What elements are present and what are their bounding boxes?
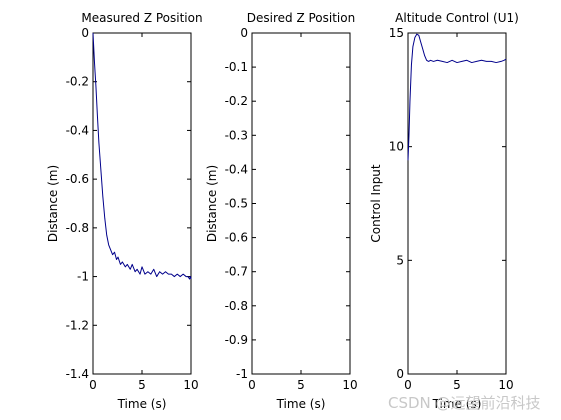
x-tick-label: 10 xyxy=(498,378,513,392)
y-tick-label: -1 xyxy=(77,270,89,284)
y-tick-label: -0.2 xyxy=(66,75,89,89)
x-tick-label: 10 xyxy=(183,378,198,392)
y-tick-label: 10 xyxy=(389,140,404,154)
series-line-1 xyxy=(407,33,507,161)
x-tick-label: 5 xyxy=(453,378,461,392)
chart-title: Desired Z Position xyxy=(247,11,355,25)
x-axis-label: Time (s) xyxy=(432,397,482,411)
x-tick-label: 0 xyxy=(404,378,412,392)
y-tick-label: -0.1 xyxy=(225,60,248,74)
watermark: CSDN @远望前沿科技 xyxy=(388,394,541,412)
subplot-3: Altitude Control (U1) Time (s) Control Inp… xyxy=(369,11,519,411)
x-tick-label: 5 xyxy=(297,378,305,392)
y-axis-label: Distance (m) xyxy=(46,165,60,242)
x-tick-label: 5 xyxy=(138,378,146,392)
y-axis-label: Distance (m) xyxy=(205,165,219,242)
x-axis-label: Time (s) xyxy=(117,397,167,411)
y-tick-label: -1.2 xyxy=(66,318,89,332)
y-tick-label: 0 xyxy=(81,26,89,40)
y-tick-label: -0.6 xyxy=(66,172,89,186)
subplot-1: Measured Z Position Time (s) Distance (m) 0… xyxy=(46,11,203,411)
subplot-2: Desired Z Position Time (s) Distance (m) 0 5… xyxy=(205,11,358,411)
y-tick-label: -0.9 xyxy=(225,333,248,347)
y-tick-label: -0.4 xyxy=(225,162,248,176)
y-tick-label: -0.5 xyxy=(225,197,248,211)
x-axis-label: Time (s) xyxy=(276,397,326,411)
y-tick-label: -1.4 xyxy=(66,367,89,381)
y-tick-label: -0.8 xyxy=(225,299,248,313)
series-line-1 xyxy=(92,32,192,280)
y-tick-label: -0.6 xyxy=(225,231,248,245)
y-tick-label: -0.2 xyxy=(225,94,248,108)
plot-area xyxy=(251,32,351,375)
y-tick-label: -0.3 xyxy=(225,128,248,142)
y-tick-label: -0.4 xyxy=(66,123,89,137)
y-tick-label: 0 xyxy=(396,367,404,381)
y-tick-label: 0 xyxy=(240,26,248,40)
y-tick-label: -0.8 xyxy=(66,221,89,235)
y-tick-label: -0.7 xyxy=(225,265,248,279)
plot-area xyxy=(92,32,192,375)
subplot-panels: Measured Z Position Time (s) Distance (m) 0… xyxy=(46,11,519,411)
chart-title: Measured Z Position xyxy=(81,11,202,25)
x-tick-label: 10 xyxy=(342,378,357,392)
y-tick-label: -1 xyxy=(236,367,248,381)
plot-area xyxy=(407,32,507,375)
chart-title: Altitude Control (U1) xyxy=(395,11,519,25)
x-tick-label: 0 xyxy=(89,378,97,392)
x-tick-label: 0 xyxy=(248,378,256,392)
y-axis-label: Control Input xyxy=(369,164,383,243)
y-tick-label: 15 xyxy=(389,26,404,40)
y-tick-label: 5 xyxy=(396,253,404,267)
